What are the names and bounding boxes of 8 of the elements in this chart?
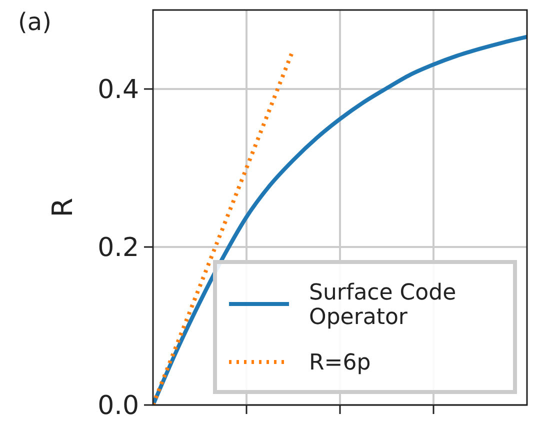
y-tick-label: 0.4 xyxy=(98,75,139,106)
y-tick-label: 0.2 xyxy=(98,233,139,264)
line-series xyxy=(153,34,527,405)
legend-label: R=6p xyxy=(309,350,371,376)
text: (a) xyxy=(18,8,52,36)
y-tick-label: 0.0 xyxy=(98,391,139,422)
legend-label: Surface Code Operator xyxy=(309,280,456,330)
y-axis-title: R xyxy=(46,198,79,218)
